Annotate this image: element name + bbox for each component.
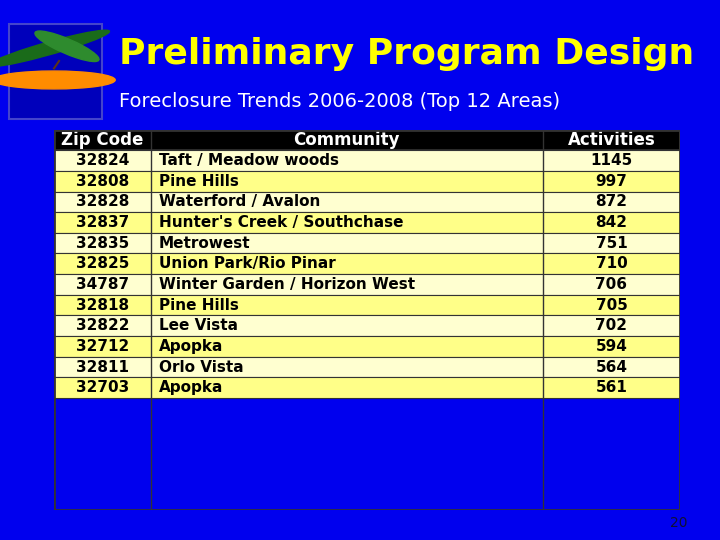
FancyBboxPatch shape xyxy=(54,336,680,357)
Text: 32822: 32822 xyxy=(76,318,130,333)
FancyBboxPatch shape xyxy=(54,171,680,192)
FancyBboxPatch shape xyxy=(54,377,680,398)
Ellipse shape xyxy=(0,30,109,66)
Text: 751: 751 xyxy=(595,235,627,251)
Text: 1145: 1145 xyxy=(590,153,633,168)
Text: Lee Vista: Lee Vista xyxy=(158,318,238,333)
Text: 997: 997 xyxy=(595,174,627,188)
Text: 32811: 32811 xyxy=(76,360,129,375)
Text: 32835: 32835 xyxy=(76,235,129,251)
Text: Zip Code: Zip Code xyxy=(61,131,144,149)
FancyBboxPatch shape xyxy=(54,192,680,212)
Text: Foreclosure Trends 2006-2008 (Top 12 Areas): Foreclosure Trends 2006-2008 (Top 12 Are… xyxy=(119,92,560,111)
FancyBboxPatch shape xyxy=(54,212,680,233)
FancyBboxPatch shape xyxy=(54,233,680,253)
Text: 594: 594 xyxy=(595,339,627,354)
Text: 706: 706 xyxy=(595,277,628,292)
Text: 32828: 32828 xyxy=(76,194,129,210)
Text: Metrowest: Metrowest xyxy=(158,235,251,251)
Text: 32825: 32825 xyxy=(76,256,129,271)
Text: 32712: 32712 xyxy=(76,339,129,354)
Text: Taft / Meadow woods: Taft / Meadow woods xyxy=(158,153,338,168)
Text: Pine Hills: Pine Hills xyxy=(158,174,238,188)
Text: 20: 20 xyxy=(670,516,688,530)
Text: 32824: 32824 xyxy=(76,153,129,168)
FancyBboxPatch shape xyxy=(9,24,102,119)
Text: 32837: 32837 xyxy=(76,215,129,230)
Text: 564: 564 xyxy=(595,360,628,375)
Text: Waterford / Avalon: Waterford / Avalon xyxy=(158,194,320,210)
Text: 872: 872 xyxy=(595,194,628,210)
Text: 705: 705 xyxy=(595,298,627,313)
Text: 32703: 32703 xyxy=(76,380,129,395)
FancyBboxPatch shape xyxy=(54,150,680,171)
FancyBboxPatch shape xyxy=(54,315,680,336)
Text: 34787: 34787 xyxy=(76,277,129,292)
Text: 842: 842 xyxy=(595,215,628,230)
Text: 32808: 32808 xyxy=(76,174,129,188)
Text: Hunter's Creek / Southchase: Hunter's Creek / Southchase xyxy=(158,215,403,230)
Text: 561: 561 xyxy=(595,380,627,395)
Circle shape xyxy=(0,71,115,89)
Text: 32818: 32818 xyxy=(76,298,129,313)
FancyBboxPatch shape xyxy=(54,274,680,295)
Text: Pine Hills: Pine Hills xyxy=(158,298,238,313)
Text: Winter Garden / Horizon West: Winter Garden / Horizon West xyxy=(158,277,415,292)
Text: 710: 710 xyxy=(595,256,627,271)
Text: Union Park/Rio Pinar: Union Park/Rio Pinar xyxy=(158,256,336,271)
Text: Community: Community xyxy=(294,131,400,149)
FancyBboxPatch shape xyxy=(54,295,680,315)
Ellipse shape xyxy=(35,31,99,62)
Text: Apopka: Apopka xyxy=(158,380,223,395)
Text: Orlo Vista: Orlo Vista xyxy=(158,360,243,375)
Text: Activities: Activities xyxy=(567,131,655,149)
FancyBboxPatch shape xyxy=(54,253,680,274)
Text: 702: 702 xyxy=(595,318,628,333)
FancyBboxPatch shape xyxy=(54,357,680,377)
Text: Apopka: Apopka xyxy=(158,339,223,354)
FancyBboxPatch shape xyxy=(54,130,680,150)
Text: Preliminary Program Design: Preliminary Program Design xyxy=(119,37,694,71)
